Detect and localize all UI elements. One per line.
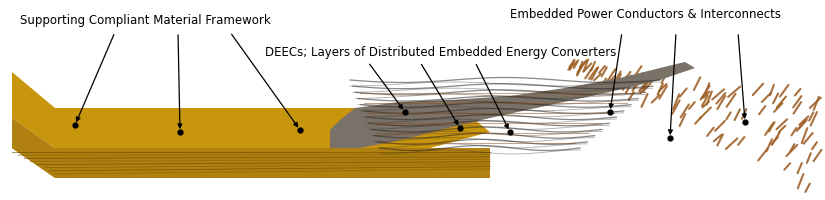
Text: DEECs; Layers of Distributed Embedded Energy Converters: DEECs; Layers of Distributed Embedded En…	[265, 46, 616, 59]
Polygon shape	[12, 72, 490, 148]
Polygon shape	[12, 118, 55, 178]
Text: Supporting Compliant Material Framework: Supporting Compliant Material Framework	[20, 14, 271, 27]
Polygon shape	[330, 62, 695, 148]
Polygon shape	[12, 148, 490, 178]
Text: Embedded Power Conductors & Interconnects: Embedded Power Conductors & Interconnect…	[510, 8, 781, 21]
